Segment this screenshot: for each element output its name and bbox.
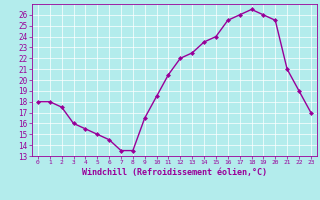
- X-axis label: Windchill (Refroidissement éolien,°C): Windchill (Refroidissement éolien,°C): [82, 168, 267, 177]
